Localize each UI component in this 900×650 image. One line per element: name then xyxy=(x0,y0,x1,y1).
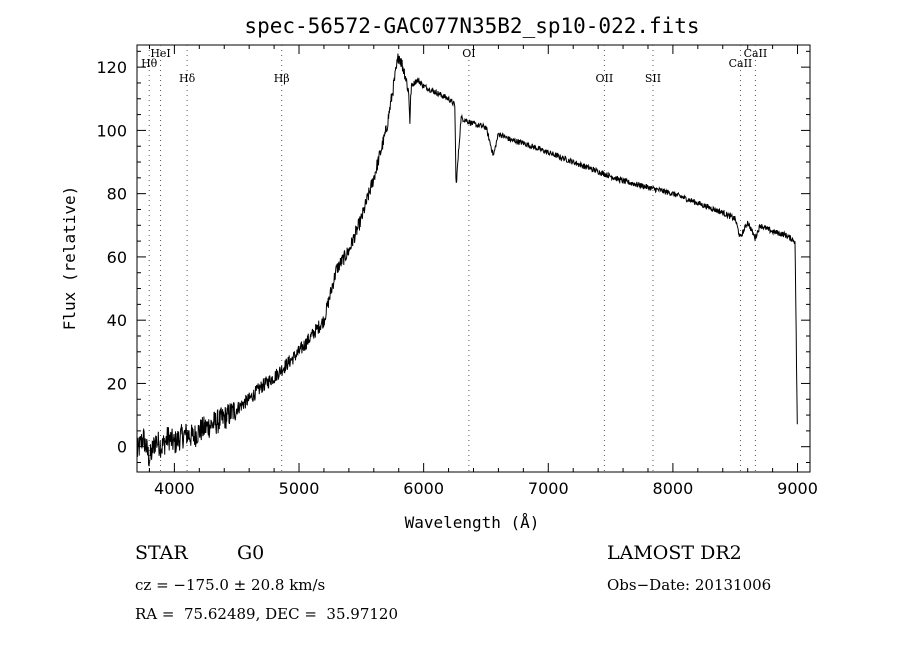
x-tick-label: 5000 xyxy=(279,479,320,498)
y-tick-label: 80 xyxy=(107,185,127,204)
y-axis-label: Flux (relative) xyxy=(60,186,79,331)
x-tick-label: 7000 xyxy=(528,479,569,498)
axis-ticks: 4000 5000 6000 7000 8000 9000 0 20 40 60 80 100 120 xyxy=(96,45,818,498)
coordinates-readout: RA = 75.62489, DEC = 35.97120 xyxy=(135,605,399,623)
spectral-line-label: CaII xyxy=(744,47,768,60)
object-class: STAR xyxy=(135,542,188,564)
y-tick-label: 120 xyxy=(96,58,127,77)
y-tick-label: 0 xyxy=(117,438,127,457)
y-tick-label: 20 xyxy=(107,374,127,393)
x-tick-label: 9000 xyxy=(777,479,818,498)
x-tick-label: 6000 xyxy=(403,479,444,498)
y-tick-label: 40 xyxy=(107,311,127,330)
chart-title: spec-56572-GAC077N35B2_sp10-022.fits xyxy=(244,14,699,38)
spectral-line-label: CaII xyxy=(729,57,753,70)
x-tick-label: 8000 xyxy=(653,479,694,498)
x-tick-label: 4000 xyxy=(154,479,195,498)
redshift-readout: cz = −175.0 ± 20.8 km/s xyxy=(135,576,326,594)
spectral-line-label: Hβ xyxy=(274,72,290,85)
spectral-subclass: G0 xyxy=(237,542,265,564)
obs-date: Obs−Date: 20131006 xyxy=(607,576,772,594)
y-tick-label: 60 xyxy=(107,248,127,267)
y-tick-label: 100 xyxy=(96,121,127,140)
spectral-line-label: SII xyxy=(645,72,661,85)
spectrum-line xyxy=(136,53,798,467)
spectral-line-label: HeI xyxy=(150,47,170,60)
spectral-line-label: Hθ xyxy=(141,57,158,70)
survey-name: LAMOST DR2 xyxy=(607,542,742,564)
x-axis-label: Wavelength (Å) xyxy=(405,513,540,532)
spectral-line-label: OII xyxy=(596,72,614,85)
spectral-line-label: OI xyxy=(462,47,475,60)
spectral-line-label: Hδ xyxy=(179,72,196,85)
